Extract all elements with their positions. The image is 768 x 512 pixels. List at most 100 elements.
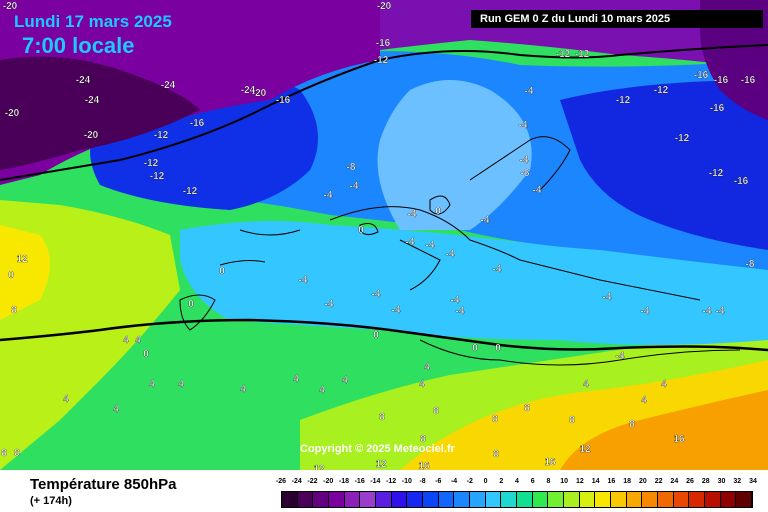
temperature-label: -16	[710, 103, 725, 114]
color-scale-label: 12	[576, 478, 584, 485]
temperature-label: -4	[616, 351, 625, 362]
temperature-label: 16	[544, 457, 556, 468]
color-scale-label: -16	[354, 478, 365, 485]
minus-twenty-isotherm	[0, 44, 768, 181]
color-scale-label: 18	[623, 478, 632, 485]
temperature-label: -12	[675, 133, 690, 144]
temperature-label: 12	[579, 444, 591, 455]
color-scale-cell	[532, 492, 549, 507]
color-scale-label: -22	[307, 478, 318, 485]
color-scale-cell	[642, 492, 659, 507]
color-scale-label: 20	[638, 478, 647, 485]
color-scale-label: 24	[670, 478, 679, 485]
temperature-label: -4	[525, 86, 534, 97]
temperature-label: -12	[575, 49, 590, 60]
temperature-label: 4	[293, 374, 299, 385]
color-scale-label: -6	[435, 478, 442, 485]
temperature-label: -4	[603, 292, 612, 303]
color-scale-cell	[438, 492, 455, 507]
color-scale-cell	[579, 492, 596, 507]
temperature-label: 0	[373, 330, 379, 341]
warm-zone-lime	[300, 330, 768, 470]
color-scale-label: 8	[546, 478, 551, 485]
temperature-label: -4	[408, 209, 417, 220]
temperature-label: 8	[1, 448, 7, 459]
coastlines	[179, 136, 741, 366]
color-scale: -26 -24 -22 -20 -18 -16 -14 -12 -10 -8 -6 -4 -2 0 2 4 6 8…	[276, 478, 757, 508]
color-scale-label: 2	[499, 478, 504, 485]
color-scale-cell	[548, 492, 565, 507]
temperature-label: 12	[375, 459, 387, 470]
temperature-label: -12	[150, 171, 165, 182]
temperature-label: -20	[377, 1, 392, 12]
color-scale-cell	[689, 492, 706, 507]
color-scale-cell	[297, 492, 314, 507]
temperature-label: -4	[641, 306, 650, 317]
cold-zone-dark-purple	[0, 56, 200, 170]
temperature-label: -4	[406, 237, 415, 248]
temperature-label: -4	[533, 185, 542, 196]
temperature-label: 4	[178, 379, 184, 390]
color-scale-label: -2	[466, 478, 473, 485]
temperature-label: -20	[5, 108, 20, 119]
color-scale-cell	[282, 492, 298, 507]
color-scale-label: 4	[515, 478, 519, 485]
temperature-label: 8	[420, 434, 426, 445]
temperature-label: -4	[426, 240, 435, 251]
color-scale-label: 0	[483, 478, 488, 485]
color-scale-label: -18	[338, 478, 349, 485]
color-scale-label: -24	[291, 478, 302, 485]
temperature-label: -12	[183, 186, 198, 197]
temperature-label: 8	[379, 412, 385, 423]
temperature-label: 16	[673, 434, 685, 445]
color-scale-cell	[329, 492, 345, 507]
color-scale-label: -12	[386, 478, 397, 485]
color-scale-labels: -26 -24 -22 -20 -18 -16 -14 -12 -10 -8 -6 -4 -2 0 2 4 6 8…	[276, 478, 757, 490]
temperature-label: -12	[556, 49, 571, 60]
temperature-label: -16	[694, 70, 709, 81]
color-scale-label: -20	[323, 478, 334, 485]
temperature-label: 8	[569, 415, 575, 426]
temperature-label: -16	[741, 75, 756, 86]
color-scale-label: 34	[749, 478, 757, 485]
temperature-label: -8	[347, 162, 356, 173]
warm-zone-yellow	[400, 355, 768, 470]
color-scale-label: 14	[591, 478, 600, 485]
temperature-map: -20 -20-16-12-12 -12-16 -16 -16-24 -24-24-20-…	[0, 0, 768, 470]
color-scale-cell	[595, 492, 612, 507]
cold-zone-violet-northeast	[700, 0, 768, 120]
color-scale-label: -14	[370, 478, 381, 485]
legend-lead-time: (+ 174h)	[30, 495, 72, 507]
temperature-label: -4	[446, 249, 455, 260]
temperature-label: 8	[492, 414, 498, 425]
copyright-notice: Copyright © 2025 Meteociel.fr	[300, 443, 455, 455]
temperature-label: -4	[372, 289, 381, 300]
model-run-label: Run GEM 0 Z du Lundi 10 mars 2025	[471, 10, 763, 28]
temperature-label: -4	[451, 295, 460, 306]
color-scale-cell	[658, 492, 674, 507]
temperature-label: 4	[149, 379, 155, 390]
temperature-label: 4	[583, 379, 589, 390]
temperature-label: -24	[241, 85, 256, 96]
color-scale-cell	[736, 492, 753, 507]
color-scale-label: 6	[530, 478, 535, 485]
temperature-label: 8	[433, 406, 439, 417]
zero-isotherm	[0, 318, 768, 352]
temperature-label: 0	[435, 206, 441, 217]
temperature-label: -4	[703, 306, 712, 317]
temperature-label: -16	[714, 75, 729, 86]
temperature-label: 4	[641, 395, 647, 406]
temperature-label: 4	[63, 394, 69, 405]
warm-zone-orange	[560, 380, 768, 470]
temperature-label: -16	[376, 38, 391, 49]
temperature-label: -4	[716, 306, 725, 317]
temperature-label: 4	[661, 379, 667, 390]
temperature-label: -8	[521, 168, 530, 179]
color-scale-cell	[626, 492, 643, 507]
temperature-label: -4	[392, 305, 401, 316]
color-scale-cell	[720, 492, 737, 507]
temperature-label: -8	[746, 259, 755, 270]
cold-zone-deep-blue-east	[560, 80, 768, 250]
temperature-label: -16	[734, 176, 749, 187]
temperature-label: -12	[654, 85, 669, 96]
